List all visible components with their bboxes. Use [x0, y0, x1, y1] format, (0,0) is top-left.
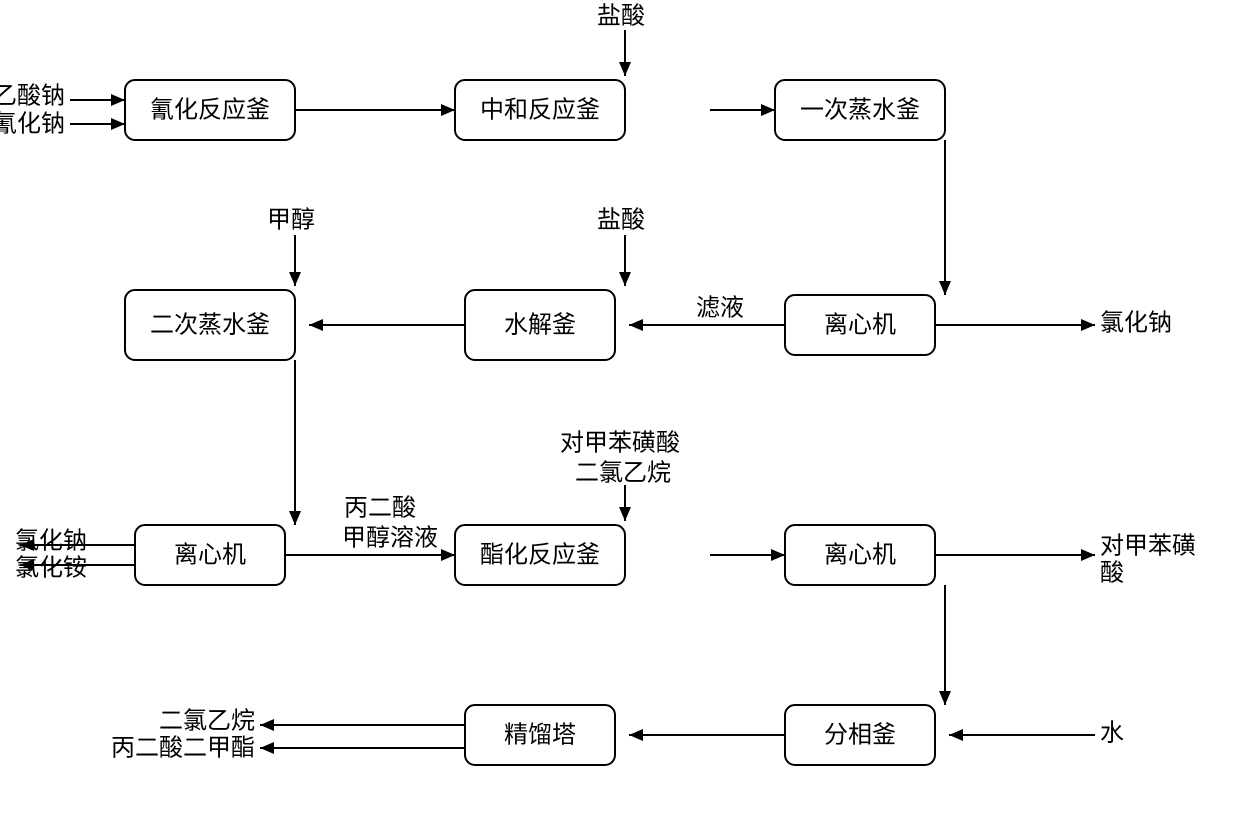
stream-label: 二氯乙烷	[159, 708, 255, 735]
stream-label: 氰化钠	[0, 111, 65, 138]
process-flow-diagram: 盐酸氯化钠滤液盐酸甲醇水氰化反应釜中和反应釜一次蒸水釜二次蒸水釜水解釜离心机离心…	[0, 0, 1240, 819]
stream-label: 氯乙酸钠	[0, 83, 65, 110]
nodes-layer: 氰化反应釜中和反应釜一次蒸水釜二次蒸水釜水解釜离心机离心机酯化反应釜离心机精馏塔…	[125, 80, 945, 765]
process-node-n_dist: 精馏塔	[465, 705, 615, 765]
stream-label: 氯化钠	[15, 528, 87, 555]
stream-label: 对甲苯磺	[1100, 533, 1196, 560]
node-label: 酯化反应釜	[480, 542, 600, 569]
stream-label: 二氯乙烷	[575, 460, 671, 487]
node-label: 中和反应釜	[480, 97, 600, 124]
process-node-n_cyan: 氰化反应釜	[125, 80, 295, 140]
node-label: 离心机	[824, 312, 896, 339]
process-node-n_cent1: 离心机	[785, 295, 935, 355]
node-label: 分相釜	[824, 722, 896, 749]
process-node-n_cent2: 离心机	[135, 525, 285, 585]
stream-label: 氯化铵	[15, 555, 87, 582]
process-node-n_neut: 中和反应釜	[455, 80, 625, 140]
stream-label: 对甲苯磺酸	[560, 430, 680, 457]
stream-label: 丙二酸	[344, 495, 416, 522]
process-node-n_ev1: 一次蒸水釜	[775, 80, 945, 140]
node-label: 二次蒸水釜	[150, 312, 270, 339]
process-node-n_phase: 分相釜	[785, 705, 935, 765]
node-label: 水解釜	[504, 312, 576, 339]
node-label: 氰化反应釜	[150, 97, 270, 124]
edge-label: 甲醇	[267, 207, 315, 234]
edge-label: 盐酸	[597, 3, 645, 30]
node-label: 离心机	[824, 542, 896, 569]
stream-label: 酸	[1100, 560, 1124, 587]
process-node-n_hyd: 水解釜	[465, 290, 615, 360]
node-label: 一次蒸水釜	[800, 97, 920, 124]
edge-label: 滤液	[696, 295, 744, 322]
process-node-n_cent3: 离心机	[785, 525, 935, 585]
process-node-n_ev2: 二次蒸水釜	[125, 290, 295, 360]
node-label: 精馏塔	[504, 722, 576, 749]
edge-label: 盐酸	[597, 207, 645, 234]
labels-layer: 氯乙酸钠氰化钠氯化钠氯化铵丙二酸甲醇溶液对甲苯磺酸二氯乙烷对甲苯磺酸二氯乙烷丙二…	[0, 83, 1196, 762]
edge-label: 氯化钠	[1100, 310, 1172, 337]
stream-label: 甲醇溶液	[342, 525, 438, 552]
stream-label: 丙二酸二甲酯	[111, 735, 255, 762]
edge-label: 水	[1100, 720, 1124, 747]
node-label: 离心机	[174, 542, 246, 569]
process-node-n_ester: 酯化反应釜	[455, 525, 625, 585]
